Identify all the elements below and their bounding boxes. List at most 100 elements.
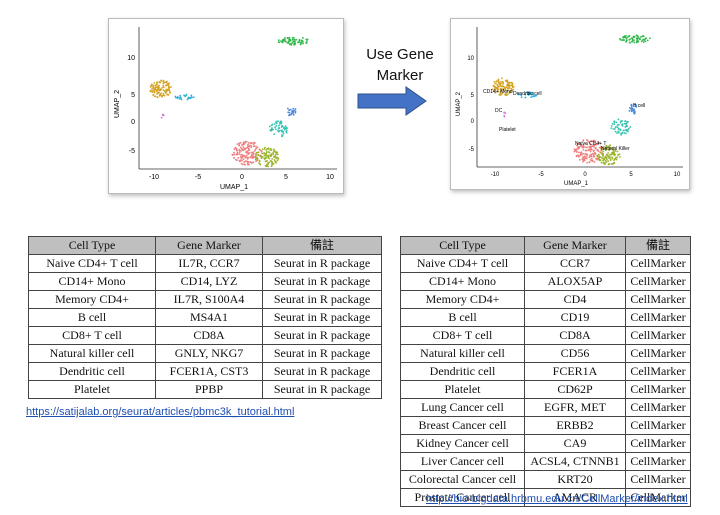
axes-left [138, 27, 337, 170]
scatter-point [600, 146, 603, 149]
scatter-point [631, 40, 634, 43]
scatter-point [623, 39, 625, 41]
scatter-point [497, 82, 500, 84]
scatter-point [624, 120, 627, 122]
scatter-point [579, 152, 582, 154]
scatter-point [600, 147, 603, 150]
scatter-point [605, 149, 607, 152]
scatter-point [588, 161, 591, 163]
scatter-point [584, 146, 587, 149]
scatter-point [619, 39, 622, 41]
scatter-point [502, 82, 505, 84]
scatter-point [288, 109, 290, 111]
table-cell: Platelet [28, 380, 156, 399]
scatter-point [504, 94, 507, 96]
scatter-point [156, 92, 159, 95]
table-cell: CellMarker [625, 290, 691, 309]
scatter-point [599, 151, 602, 154]
table-cell: Seurat in R package [262, 344, 382, 363]
table-row: Natural killer cell CD56 CellMarker [400, 344, 691, 363]
cluster-label: Dendritic cell [513, 91, 542, 97]
scatter-point [244, 140, 247, 143]
scatter-point [613, 158, 616, 160]
cellmarker-link[interactable]: http://bio-bigdata.hrbmu.edu.cn/CellMark… [426, 493, 688, 505]
scatter-point [604, 155, 607, 158]
scatter-point [590, 157, 593, 160]
y-tick-label: 0 [471, 119, 475, 125]
scatter-point [501, 85, 504, 88]
table-row: Naive CD4+ T cell CCR7 CellMarker [400, 254, 691, 273]
scatter-point [244, 148, 246, 150]
scatter-point [577, 154, 580, 157]
y-tick-label: -5 [469, 147, 475, 153]
scatter-point [586, 155, 588, 157]
scatter-point [628, 34, 631, 37]
scatter-point [582, 146, 584, 148]
scatter-point [151, 91, 154, 93]
scatter-point [305, 38, 308, 41]
x-tick-label: 0 [240, 174, 244, 181]
scatter-point [635, 34, 638, 37]
y-axis-label: UMAP_2 [114, 90, 121, 118]
table-cell: CD19 [524, 308, 626, 327]
scatter-point [245, 147, 248, 150]
umap-plot-left: 10 5 0 -5 -10 -5 0 5 10 UMAP_1 UMAP_2 [108, 18, 344, 194]
scatter-point [607, 160, 610, 162]
scatter-point [260, 150, 263, 153]
scatter-point [598, 154, 600, 156]
table-cell: CellMarker [625, 416, 691, 435]
scatter-point [302, 42, 304, 45]
scatter-point [277, 157, 279, 160]
scatter-point [632, 35, 635, 38]
table-cell: Kidney Cancer cell [400, 434, 525, 453]
scatter-point [593, 151, 596, 154]
scatter-point [258, 160, 261, 163]
scatter-point [507, 81, 509, 84]
scatter-point [517, 93, 520, 96]
x-tick-label: -5 [195, 174, 201, 181]
scatter-point [526, 91, 529, 94]
scatter-point [306, 38, 309, 41]
scatter-point [575, 150, 578, 153]
scatter-point [252, 145, 255, 148]
scatter-point [268, 125, 271, 128]
scatter-point [156, 86, 159, 88]
scatter-point [249, 161, 252, 163]
scatter-point [500, 81, 502, 83]
table-cell: CellMarker [625, 254, 691, 273]
scatter-point [251, 157, 254, 159]
scatter-point [240, 158, 242, 160]
scatter-point [590, 153, 592, 156]
scatter-point [597, 150, 600, 153]
scatter-point [190, 94, 193, 97]
table-cell: CellMarker [625, 470, 691, 489]
scatter-point [255, 160, 257, 162]
scatter-point [607, 152, 610, 154]
scatter-point [267, 151, 270, 153]
scatter-point [582, 160, 584, 163]
scatter-point [637, 40, 640, 43]
scatter-point [596, 155, 599, 157]
scatter-point [234, 158, 237, 161]
seurat-tutorial-link[interactable]: https://satijalab.org/seurat/articles/pb… [26, 406, 295, 418]
scatter-point [593, 141, 596, 144]
scatter-point [270, 160, 273, 163]
umap-plot-right: 10 5 0 -5 -10 -5 0 5 10 UMAP_1 UMAP_2 CD… [450, 18, 690, 190]
table-row: Natural killer cell GNLY, NKG7 Seurat in R… [28, 344, 382, 363]
scatter-point [627, 120, 629, 123]
scatter-point [621, 39, 624, 41]
scatter-point [268, 157, 271, 160]
scatter-point [614, 130, 617, 133]
scatter-point [265, 151, 268, 154]
scatter-point [633, 108, 635, 110]
table-row: Naive CD4+ T cell IL7R, CCR7 Seurat in R p… [28, 254, 382, 273]
scatter-point [192, 96, 195, 99]
scatter-point [625, 132, 627, 135]
scatter-point [249, 142, 252, 145]
scatter-point [630, 37, 633, 40]
scatter-point [284, 125, 287, 128]
table-row: CD8+ T cell CD8A Seurat in R package [28, 326, 382, 345]
scatter-point [586, 143, 589, 146]
scatter-point [624, 126, 627, 128]
scatter-point [613, 161, 616, 164]
